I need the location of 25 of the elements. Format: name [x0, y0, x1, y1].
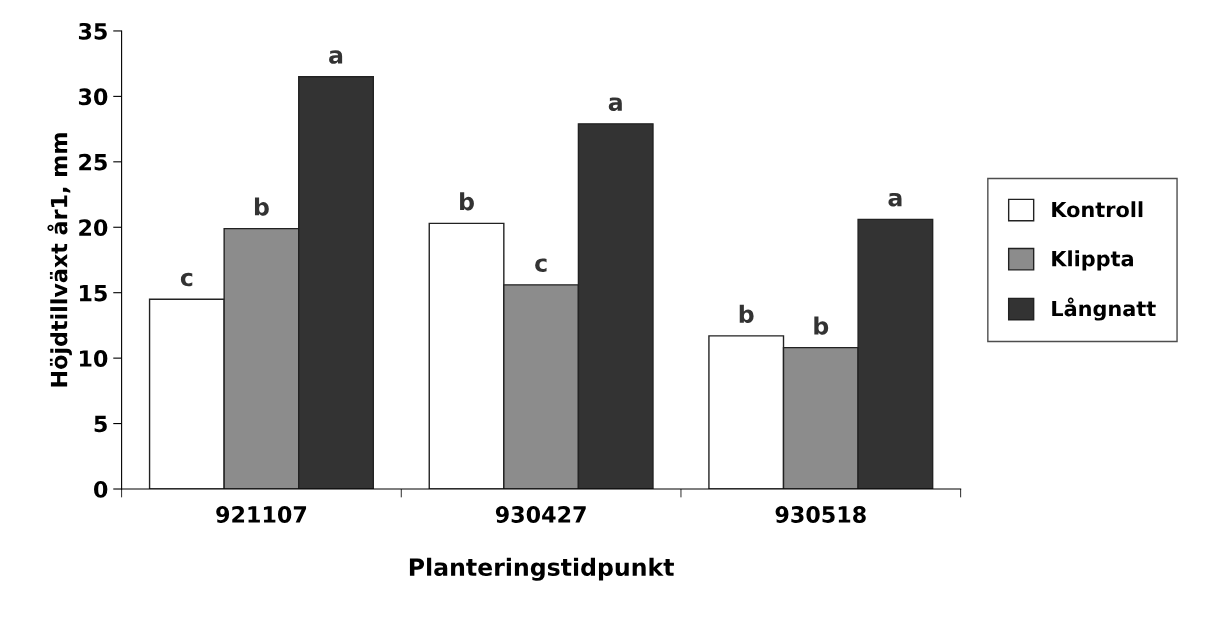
data-label: c: [535, 258, 547, 272]
legend-label: Klippta: [1052, 250, 1133, 271]
data-label: b: [814, 316, 829, 335]
data-label: b: [460, 192, 474, 211]
y-axis-title: Höjdtillväxt år1, mm: [47, 133, 72, 387]
legend-label: Kontroll: [1052, 201, 1143, 218]
y-tick-label: 5: [94, 415, 107, 433]
y-tick-label: 0: [94, 480, 108, 498]
x-axis-title: Planteringstidpunkt: [409, 557, 674, 581]
data-label: a: [329, 50, 343, 64]
data-label: b: [254, 197, 269, 216]
y-tick-label: 15: [79, 284, 107, 302]
data-label: b: [739, 304, 754, 323]
y-tick-label: 20: [79, 219, 108, 237]
data-label: a: [888, 192, 902, 207]
y-tick-label: 30: [78, 88, 108, 106]
x-tick-label: 930518: [775, 506, 866, 523]
x-tick-label: 921107: [216, 506, 307, 523]
y-tick-label: 25: [79, 153, 107, 171]
y-tick-label: 35: [78, 22, 107, 40]
x-tick-label: 930427: [495, 506, 586, 523]
data-label: a: [608, 97, 622, 111]
y-tick-label: 10: [79, 350, 108, 367]
data-label: c: [180, 272, 193, 287]
legend-label: Långnatt: [1052, 297, 1156, 321]
